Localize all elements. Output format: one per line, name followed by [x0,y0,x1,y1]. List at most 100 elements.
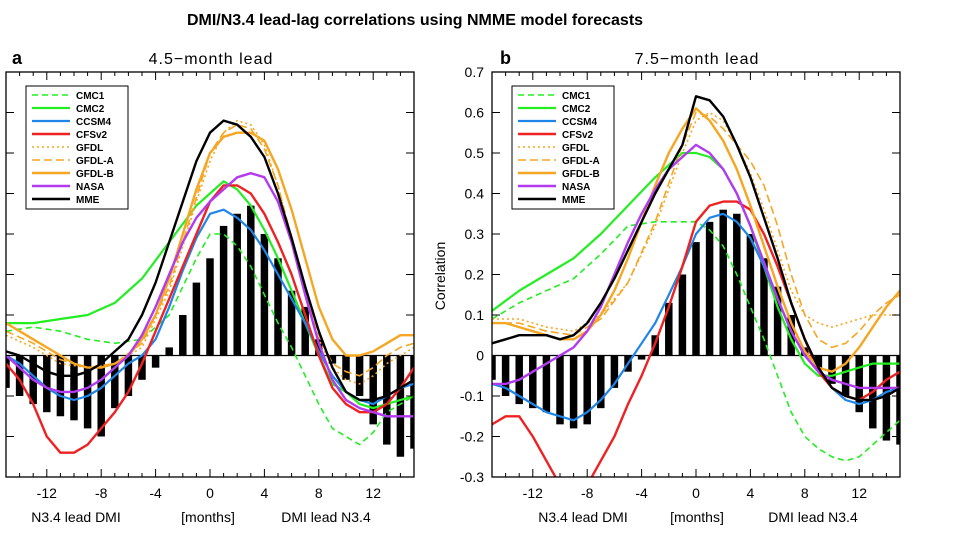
x-tick-label: -12 [37,485,57,501]
observed-bar [733,213,741,356]
y-tick-label: 0.1 [465,307,485,323]
y-tick-label: 0.6 [465,105,485,121]
observed-bar [192,282,201,356]
observed-bar [165,347,173,356]
observed-bar [70,355,78,421]
series-line-gfdl-b [6,131,414,369]
observed-bar [219,225,228,356]
observed-bar [56,355,65,417]
observed-bar [610,355,619,388]
observed-bar [111,355,119,409]
xlabel-left-b: N3.4 lead DMI [538,509,627,525]
observed-bar [369,355,377,425]
xlabel-right-b: DMI lead N3.4 [768,509,858,525]
series-line-mme [492,95,900,402]
xlabel-right-a: DMI lead N3.4 [281,509,371,525]
y-tick-label: -0.3 [460,469,484,485]
observed-bar [342,355,350,380]
y-tick-label: -0.2 [460,429,484,445]
observed-bar [841,355,850,396]
x-tick-label: 0 [692,485,700,501]
panel-a: a 4.5−month lead -12 -8 -4 0 4 8 12 CMC1 CMC2 CCS… [5,48,415,525]
x-tick-label: -12 [523,485,543,501]
observed-bar [705,221,714,356]
x-tick-label: -8 [581,485,594,501]
panel-title-a: 4.5−month lead [149,51,274,68]
observed-bar [692,242,700,356]
observed-bar [828,355,836,384]
observed-bar [6,355,10,388]
observed-bar [206,258,214,356]
x-tick-label: 8 [801,485,809,501]
observed-bar [315,339,323,356]
legend-label-gfdl-b: GFDL-B [562,169,600,180]
x-tick-label: 4 [261,485,269,501]
xlabel-center-a: [months] [181,509,235,525]
observed-bar [542,355,551,413]
observed-bar [773,286,782,356]
observed-bar [529,355,537,409]
xlabel-left-a: N3.4 lead DMI [31,509,120,525]
observed-bar [760,258,768,356]
legend-label-mme: MME [562,195,586,206]
observed-bar [410,355,414,449]
observed-bar [814,355,823,368]
legend-label-nasa: NASA [76,182,104,193]
legend-label-cfsv2: CFSv2 [562,130,594,141]
series-line-nasa [6,171,414,418]
observed-bar [855,355,863,413]
figure-title: DMI/N3.4 lead-lag correlations using NMM… [187,12,643,29]
observed-bar [719,209,727,356]
observed-bar [896,355,900,445]
x-tick-label: 12 [365,485,381,501]
observed-bar [124,355,133,396]
observed-bar [15,355,24,396]
x-tick-label: -8 [95,485,108,501]
observed-bar [287,290,296,356]
y-tick-label: 0.4 [465,186,485,202]
observed-bar [637,355,646,360]
observed-bar [597,355,605,409]
series-line-mme [6,119,414,402]
legend-label-ccsm4: CCSM4 [76,117,111,128]
y-tick-label: 0 [476,348,484,364]
legend-label-cmc2: CMC2 [562,104,591,115]
y-tick-label: 0.2 [465,267,485,283]
legend-label-gfdl-b: GFDL-B [76,169,114,180]
x-tick-label: -4 [635,485,648,501]
x-tick-label: -4 [149,485,162,501]
observed-bar [569,355,578,429]
panel-label-b: b [500,48,511,68]
series-line-cmc2 [6,180,414,410]
observed-bar [383,355,391,445]
y-tick-label: 0.3 [465,226,485,242]
legend-label-gfdl-a: GFDL-A [562,156,600,167]
observed-bar [492,355,496,380]
observed-bar [151,355,160,368]
panel-label-a: a [12,48,23,68]
legend-label-gfdl: GFDL [562,143,589,154]
observed-bar [97,355,105,437]
observed-bar [328,355,337,364]
observed-bar [882,355,891,441]
x-tick-label: 4 [747,485,755,501]
observed-bar [678,274,687,356]
observed-bar [396,355,405,457]
panel-b: b 7.5−month lead Correlation -12 -8 -4 0 4 8 1… [432,48,901,525]
y-tick-label: 0.5 [465,145,485,161]
legend-label-gfdl-a: GFDL-A [76,156,114,167]
legend-label-cmc1: CMC1 [76,91,105,102]
observed-bar [179,315,187,356]
observed-bar [233,213,241,356]
observed-bar [501,355,510,396]
legend-label-mme: MME [76,195,100,206]
y-tick-label: -0.1 [460,388,484,404]
plot-area-b: -12 -8 -4 0 4 8 12 -0.3 -0.2 -0.1 0 0.1 0.2 0.3 0.4 0.5… [460,64,901,501]
legend-label-cmc2: CMC2 [76,104,105,115]
legend-label-cfsv2: CFSv2 [76,130,108,141]
legend-label-nasa: NASA [562,182,590,193]
plot-area-a: -12 -8 -4 0 4 8 12 CMC1 CMC2 CCSM4 CFSv2 GFDL GFDL-A… [5,71,415,501]
xlabel-center-b: [months] [670,509,724,525]
x-tick-label: 8 [315,485,323,501]
